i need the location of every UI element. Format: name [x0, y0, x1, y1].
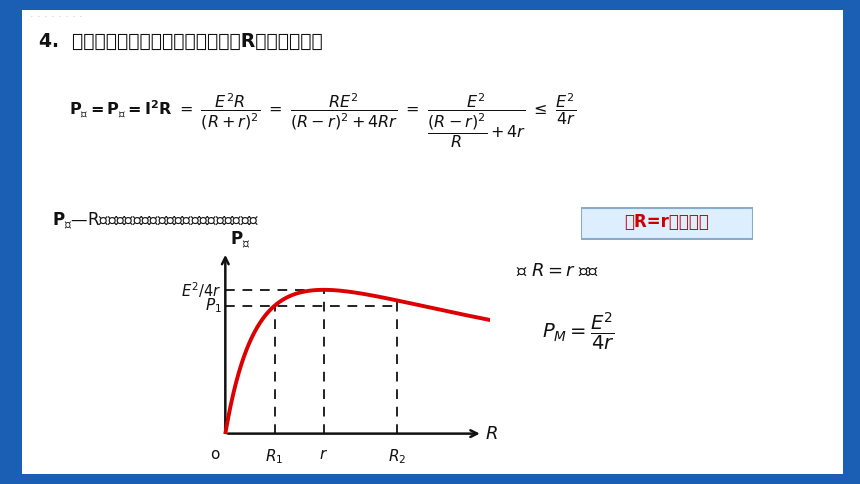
Text: $\mathbf{P_{出}}$: $\mathbf{P_{出}}$ — [230, 230, 250, 251]
Text: $P_M = \dfrac{E^2}{4r}$: $P_M = \dfrac{E^2}{4r}$ — [542, 310, 615, 352]
Text: $P_1$: $P_1$ — [205, 297, 222, 315]
Text: $\mathbf{P_{出}}$—R图像（电源输出功率随外电阻变化的图线）: $\mathbf{P_{出}}$—R图像（电源输出功率随外电阻变化的图线） — [52, 211, 259, 231]
Text: $E^2/4r$: $E^2/4r$ — [181, 280, 222, 300]
Text: $r$: $r$ — [319, 447, 329, 462]
Text: 当R=r时取等号: 当R=r时取等号 — [624, 213, 709, 231]
FancyBboxPatch shape — [580, 208, 752, 239]
Text: ·: · — [58, 12, 61, 22]
Text: $R_1$: $R_1$ — [266, 447, 284, 466]
Text: ·: · — [44, 12, 47, 22]
Text: ·: · — [37, 12, 40, 22]
Text: 4.  纯电阻电路中，输出功率随外电阻R的变化关系：: 4. 纯电阻电路中，输出功率随外电阻R的变化关系： — [39, 31, 322, 50]
Text: 当 $R = r$ 时，: 当 $R = r$ 时， — [516, 261, 599, 279]
Text: $R$: $R$ — [484, 424, 497, 443]
Text: $\mathbf{P_{出}=P_{外}=I^2R}$$\ =\ \dfrac{E^2R}{(R+r)^2}\ =\ \dfrac{RE^2}{(R-r)^2+: $\mathbf{P_{出}=P_{外}=I^2R}$$\ =\ \dfrac{… — [69, 92, 576, 151]
Text: ·: · — [30, 12, 34, 22]
Text: $R_2$: $R_2$ — [389, 447, 407, 466]
Text: o: o — [210, 447, 219, 462]
Text: ·: · — [78, 12, 82, 22]
Text: ·: · — [51, 12, 54, 22]
Text: ·: · — [64, 12, 68, 22]
Text: ·: · — [71, 12, 75, 22]
